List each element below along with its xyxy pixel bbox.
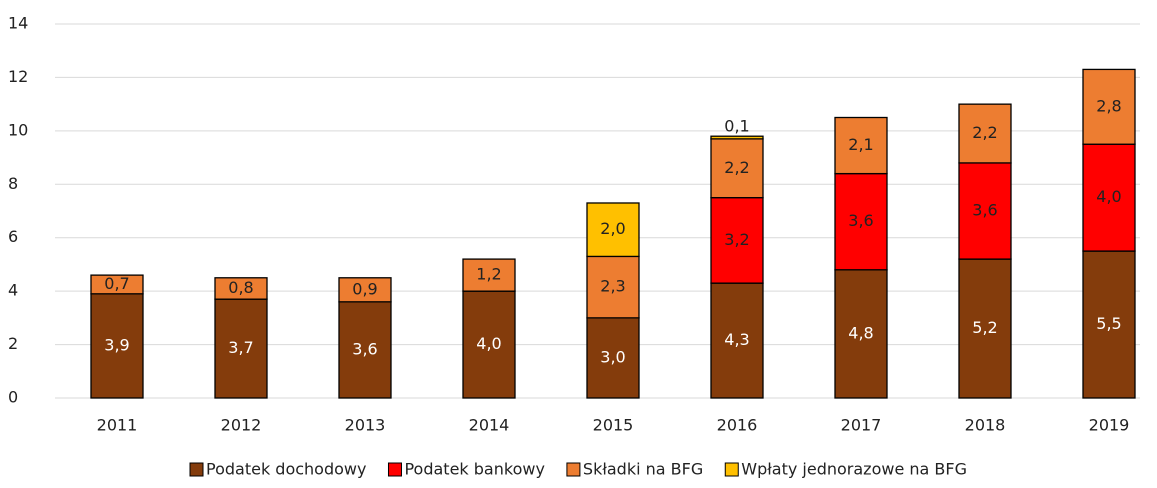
data-label: 3,6 [848,211,873,230]
data-label: 4,0 [1096,187,1121,206]
x-tick-label: 2017 [841,416,882,435]
data-label: 1,2 [476,265,501,284]
bar-segment [958,103,1012,164]
legend-item: Podatek dochodowy [189,460,366,479]
data-label: 4,0 [476,334,501,353]
legend-item: Wpłaty jednorazowe na BFG [724,460,967,479]
legend-item: Składki na BFG [566,460,703,479]
data-label: 3,9 [104,335,129,354]
data-label: 3,6 [352,339,377,358]
bar-segment [586,202,640,258]
bar-segment [90,274,144,295]
y-tick-label: 12 [8,67,28,86]
data-label: 0,8 [228,278,253,297]
bar-segment [834,172,888,271]
x-tick-label: 2018 [965,416,1006,435]
bar-segment [1082,250,1136,399]
data-label: 2,8 [1096,96,1121,115]
data-label: 5,2 [972,318,997,337]
data-label: 2,2 [972,123,997,142]
bar-segment [338,277,392,303]
data-label: 3,7 [228,338,253,357]
y-tick-label: 14 [8,14,28,33]
data-label: 4,3 [724,330,749,349]
legend-item: Podatek bankowy [387,460,545,479]
bar-segment [462,290,516,399]
bar-segment [834,116,888,175]
bar-segment [1082,68,1136,145]
x-tick-label: 2019 [1089,416,1130,435]
bar-segment [710,135,764,140]
legend-swatch [724,462,739,477]
y-tick-label: 8 [8,174,18,193]
x-tick-label: 2012 [221,416,262,435]
x-tick-label: 2014 [469,416,510,435]
data-label: 2,3 [600,277,625,296]
bar-segment [958,162,1012,260]
legend-label: Składki na BFG [583,460,703,479]
data-label: 3,2 [724,230,749,249]
bar-segment [586,317,640,399]
data-label: 0,7 [104,274,129,293]
bar-segment [1082,143,1136,252]
bar-segment [338,301,392,399]
y-tick-label: 2 [8,334,18,353]
data-label: 2,2 [724,158,749,177]
legend-label: Podatek bankowy [404,460,544,479]
bar-segment [710,138,764,199]
data-label: 0,9 [352,279,377,298]
data-label: 2,0 [600,219,625,238]
x-tick-label: 2013 [345,416,386,435]
x-tick-label: 2015 [593,416,634,435]
y-tick-label: 6 [8,227,18,246]
y-tick-label: 0 [8,388,18,407]
x-tick-label: 2011 [97,416,138,435]
y-tick-label: 10 [8,120,28,139]
bar-segment [214,277,268,300]
bar-segment [90,293,144,399]
bar-segment [586,255,640,319]
data-label: 5,5 [1096,314,1121,333]
data-label: 3,6 [972,201,997,220]
bar-segment [214,298,268,399]
bar-segment [710,282,764,399]
legend-swatch [387,462,402,477]
data-label: 0,1 [724,117,749,136]
legend-label: Wpłaty jednorazowe na BFG [741,460,967,479]
x-tick-label: 2016 [717,416,758,435]
legend-swatch [566,462,581,477]
data-label: 3,0 [600,347,625,366]
bar-segment [710,196,764,284]
bar-segment [958,258,1012,399]
data-label: 2,1 [848,135,873,154]
y-tick-label: 4 [8,281,18,300]
legend-swatch [189,462,204,477]
bar-segment [834,269,888,399]
data-label: 4,8 [848,323,873,342]
bar-segment [462,258,516,292]
legend-label: Podatek dochodowy [206,460,366,479]
